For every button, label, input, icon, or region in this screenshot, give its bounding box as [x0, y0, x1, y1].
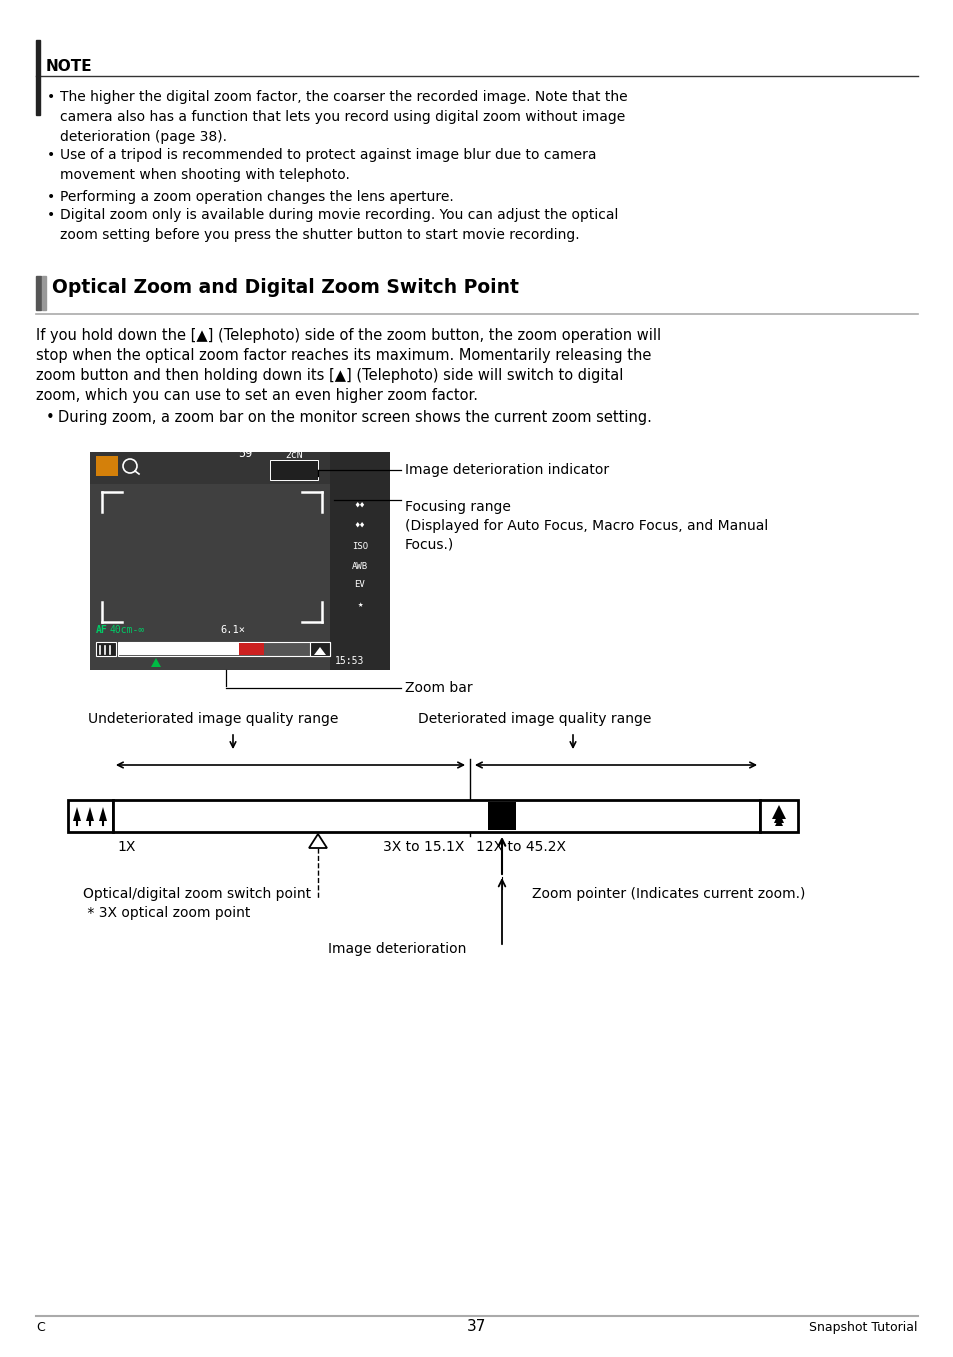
Text: 6.1×: 6.1×: [220, 626, 245, 635]
Bar: [488, 802, 516, 830]
Bar: [118, 642, 330, 655]
Text: 2cN: 2cN: [285, 451, 302, 460]
Text: AF: AF: [96, 626, 108, 635]
Text: 12X to 45.2X: 12X to 45.2X: [476, 840, 565, 854]
Bar: [330, 452, 390, 670]
Text: zoom button and then holding down its [▲] (Telephoto) side will switch to digita: zoom button and then holding down its [▲…: [36, 368, 622, 383]
Text: •: •: [47, 190, 55, 204]
Text: 1X: 1X: [117, 840, 135, 854]
Text: The higher the digital zoom factor, the coarser the recorded image. Note that th: The higher the digital zoom factor, the …: [60, 90, 627, 144]
Polygon shape: [151, 658, 161, 668]
Text: zoom, which you can use to set an even higher zoom factor.: zoom, which you can use to set an even h…: [36, 388, 477, 403]
Text: C: C: [36, 1320, 45, 1334]
Text: •: •: [47, 90, 55, 104]
Text: ★: ★: [357, 600, 362, 609]
Text: Image deterioration indicator: Image deterioration indicator: [405, 463, 608, 478]
Text: EV: EV: [355, 579, 365, 589]
Text: ♦♦: ♦♦: [355, 522, 365, 531]
Text: •: •: [46, 410, 54, 425]
Text: 3X to 15.1X: 3X to 15.1X: [382, 840, 463, 854]
Text: Optical Zoom and Digital Zoom Switch Point: Optical Zoom and Digital Zoom Switch Poi…: [52, 278, 518, 297]
Bar: [96, 456, 118, 476]
Polygon shape: [309, 835, 327, 848]
Text: Undeteriorated image quality range: Undeteriorated image quality range: [88, 712, 338, 726]
Bar: [36, 39, 40, 115]
Polygon shape: [99, 807, 107, 821]
Text: Image deterioration: Image deterioration: [328, 942, 466, 955]
Text: Optical/digital zoom switch point
 * 3X optical zoom point: Optical/digital zoom switch point * 3X o…: [83, 887, 311, 920]
Polygon shape: [73, 807, 81, 821]
Bar: [239, 643, 264, 655]
Text: •: •: [47, 148, 55, 161]
Bar: [90, 452, 330, 484]
Text: •: •: [47, 208, 55, 223]
Text: Snapshot Tutorial: Snapshot Tutorial: [809, 1320, 917, 1334]
Text: Performing a zoom operation changes the lens aperture.: Performing a zoom operation changes the …: [60, 190, 454, 204]
Polygon shape: [86, 807, 94, 821]
Text: Zoom pointer (Indicates current zoom.): Zoom pointer (Indicates current zoom.): [532, 887, 804, 901]
Text: Use of a tripod is recommended to protect against image blur due to camera
movem: Use of a tripod is recommended to protec…: [60, 148, 596, 182]
Text: Focusing range
(Displayed for Auto Focus, Macro Focus, and Manual
Focus.): Focusing range (Displayed for Auto Focus…: [405, 499, 767, 552]
Text: During zoom, a zoom bar on the monitor screen shows the current zoom setting.: During zoom, a zoom bar on the monitor s…: [58, 410, 651, 425]
Polygon shape: [774, 818, 782, 826]
Polygon shape: [771, 805, 785, 820]
Polygon shape: [314, 647, 326, 655]
Text: Zoom bar: Zoom bar: [405, 681, 472, 695]
Text: Digital zoom only is available during movie recording. You can adjust the optica: Digital zoom only is available during mo…: [60, 208, 618, 242]
Polygon shape: [773, 811, 783, 822]
Text: stop when the optical zoom factor reaches its maximum. Momentarily releasing the: stop when the optical zoom factor reache…: [36, 347, 651, 364]
Text: ISO: ISO: [352, 541, 368, 551]
Text: 59: 59: [237, 446, 252, 460]
Bar: [112, 801, 760, 832]
Text: 15:53: 15:53: [335, 655, 364, 666]
Text: NOTE: NOTE: [46, 58, 92, 75]
Text: AWB: AWB: [352, 562, 368, 571]
Text: Deteriorated image quality range: Deteriorated image quality range: [417, 712, 651, 726]
Bar: [760, 801, 797, 832]
Bar: [42, 275, 46, 309]
Text: ♦♦: ♦♦: [355, 502, 365, 512]
Bar: [270, 460, 317, 480]
Text: 37: 37: [467, 1319, 486, 1334]
Bar: [96, 642, 116, 655]
Bar: [310, 642, 330, 655]
Bar: [68, 801, 112, 832]
Text: 40cm-∞: 40cm-∞: [110, 626, 145, 635]
Bar: [36, 275, 41, 309]
Text: If you hold down the [▲] (Telephoto) side of the zoom button, the zoom operation: If you hold down the [▲] (Telephoto) sid…: [36, 328, 660, 343]
Bar: [119, 643, 239, 655]
Bar: [90, 452, 390, 670]
